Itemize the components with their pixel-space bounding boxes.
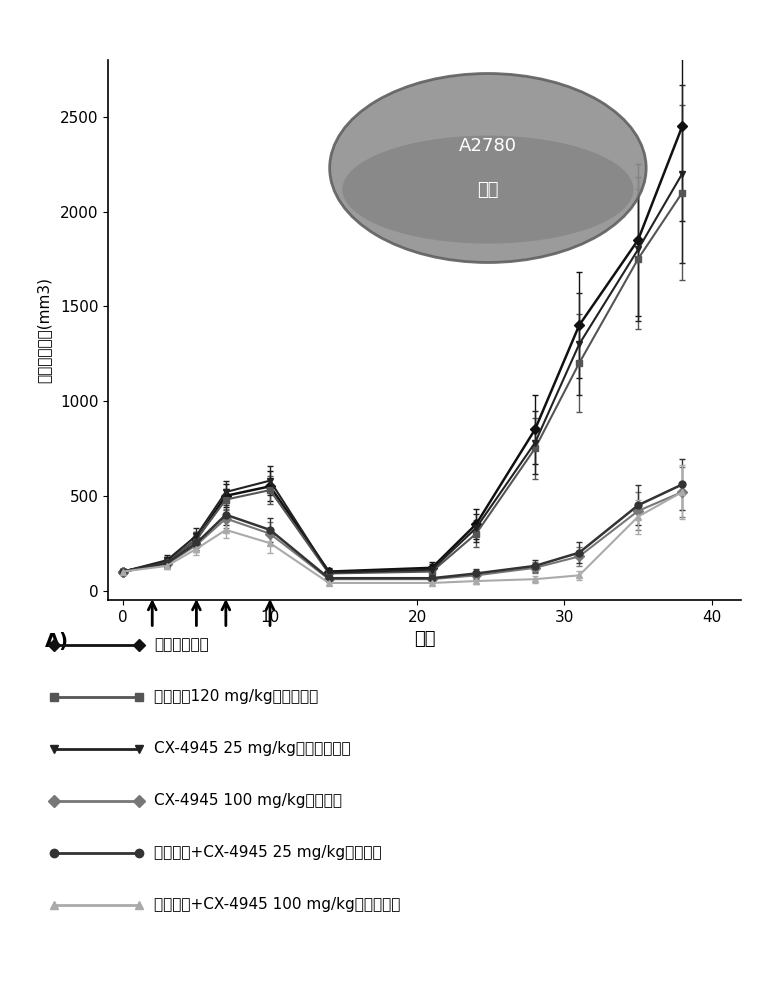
Text: 吉西他滨+CX-4945 25 mg/kg（圆点）: 吉西他滨+CX-4945 25 mg/kg（圆点） — [154, 846, 382, 860]
Text: A): A) — [45, 632, 69, 651]
X-axis label: 天数: 天数 — [414, 630, 435, 648]
Text: 媒剂（菱形）: 媒剂（菱形） — [154, 638, 209, 652]
Text: CX-4945 100 mg/kg（菱形）: CX-4945 100 mg/kg（菱形） — [154, 794, 343, 808]
Text: CX-4945 25 mg/kg（倒三角形）: CX-4945 25 mg/kg（倒三角形） — [154, 742, 351, 756]
Ellipse shape — [342, 136, 634, 244]
Text: 卵巢: 卵巢 — [477, 181, 499, 199]
Text: A2780: A2780 — [459, 137, 517, 155]
Ellipse shape — [330, 73, 646, 262]
Text: 吉西他滨120 mg/kg（正方形）: 吉西他滨120 mg/kg（正方形） — [154, 690, 319, 704]
Text: 吉西他滨+CX-4945 100 mg/kg（三角形）: 吉西他滨+CX-4945 100 mg/kg（三角形） — [154, 898, 401, 913]
Y-axis label: 平均肿瘤体积(mm3): 平均肿瘤体积(mm3) — [36, 277, 52, 383]
